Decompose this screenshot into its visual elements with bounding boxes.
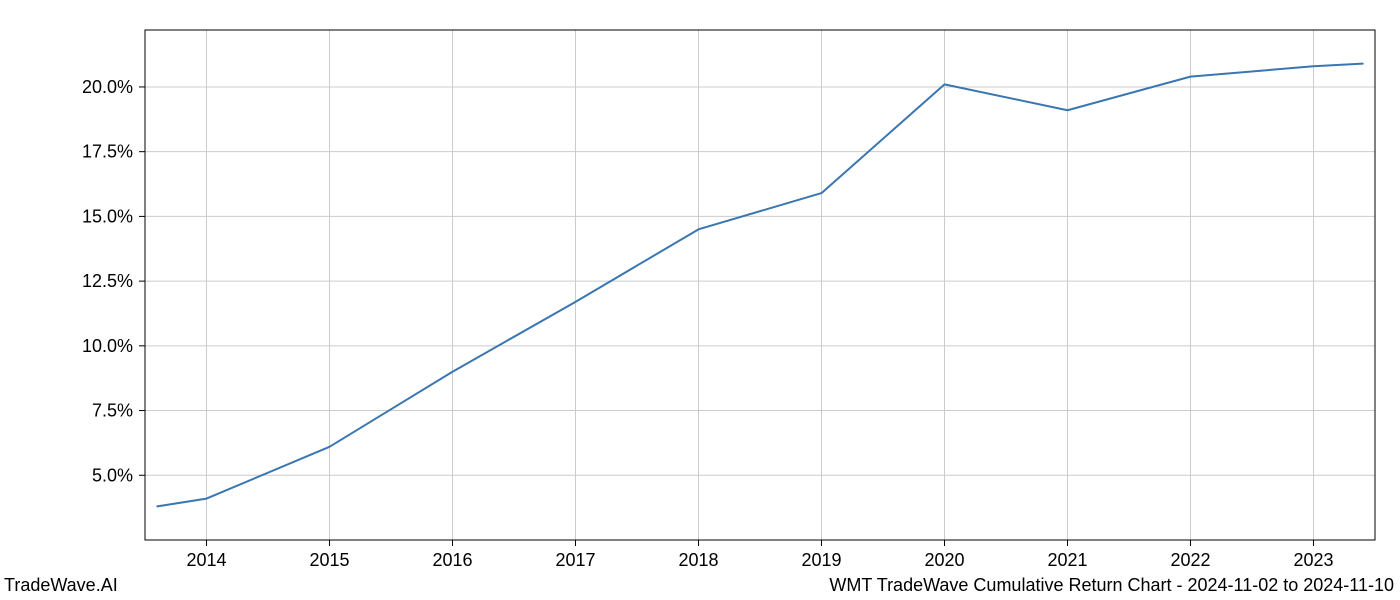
x-tick-label: 2020: [924, 550, 964, 570]
y-tick-label: 20.0%: [82, 77, 133, 97]
x-tick-label: 2014: [186, 550, 226, 570]
y-tick-label: 5.0%: [92, 465, 133, 485]
x-tick-label: 2015: [309, 550, 349, 570]
x-tick-label: 2022: [1170, 550, 1210, 570]
x-tick-label: 2016: [432, 550, 472, 570]
y-tick-label: 10.0%: [82, 336, 133, 356]
line-chart: 2014 2015 2016 2017 2018 2019 2020 2021 2022 2023…: [0, 0, 1400, 600]
footer-brand: TradeWave.AI: [4, 575, 118, 596]
x-tick-label: 2021: [1047, 550, 1087, 570]
y-tick-label: 12.5%: [82, 271, 133, 291]
footer-caption: WMT TradeWave Cumulative Return Chart - …: [829, 575, 1394, 596]
x-tick-label: 2017: [555, 550, 595, 570]
chart-container: 2014 2015 2016 2017 2018 2019 2020 2021 2022 2023…: [0, 0, 1400, 600]
y-tick-label: 15.0%: [82, 206, 133, 226]
y-tick-label: 17.5%: [82, 142, 133, 162]
x-tick-label: 2018: [678, 550, 718, 570]
y-tick-label: 7.5%: [92, 401, 133, 421]
x-tick-label: 2019: [801, 550, 841, 570]
x-tick-label: 2023: [1293, 550, 1333, 570]
